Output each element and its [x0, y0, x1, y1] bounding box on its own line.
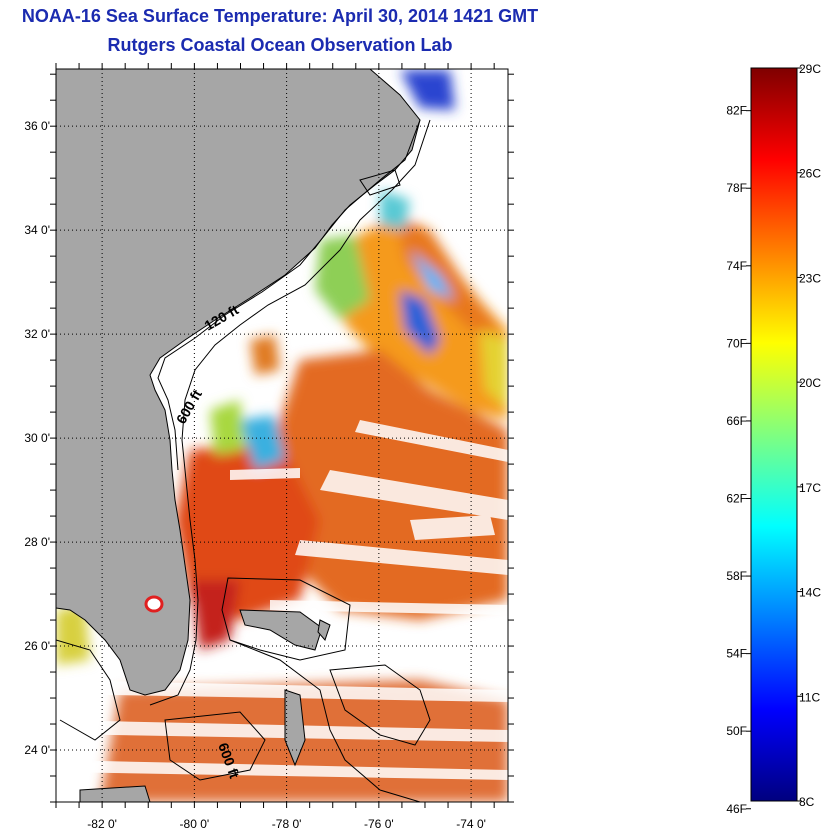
lon-tick-label: -78 0': [272, 817, 302, 831]
plot-frame: [55, 68, 509, 803]
colorbar-c-label: 29C: [799, 62, 821, 76]
colorbar-c-label: 8C: [799, 795, 815, 809]
lon-tick-label: -74 0': [456, 817, 486, 831]
lat-tick-label: 24 0': [24, 743, 50, 757]
lake-okeechobee: [144, 595, 164, 613]
lat-tick-label: 26 0': [24, 639, 50, 653]
lon-tick-label: -76 0': [364, 817, 394, 831]
sst-field: [56, 69, 508, 802]
colorbar-c-label: 20C: [799, 376, 821, 390]
bahamas-islands: [79, 609, 331, 802]
colorbar-f-label: 70F: [726, 336, 747, 350]
lat-tick-label: 32 0': [24, 327, 50, 341]
colorbar-c-label: 11C: [799, 690, 820, 704]
lat-tick-label: 36 0': [24, 119, 50, 133]
map-subtitle: Rutgers Coastal Ocean Observation Lab: [107, 35, 453, 55]
colorbar-c-label: 23C: [799, 271, 821, 285]
graticule: [56, 69, 508, 802]
lon-tick-label: -80 0': [180, 817, 210, 831]
land-mass: [56, 69, 421, 696]
colorbar-c-label: 17C: [799, 481, 821, 495]
map-title: NOAA-16 Sea Surface Temperature: April 3…: [21, 6, 539, 26]
colorbar-f-label: 46F: [726, 802, 747, 816]
colorbar-f-label: 74F: [726, 259, 747, 273]
colorbar-f-label: 82F: [726, 104, 747, 118]
colorbar-f-label: 78F: [726, 181, 747, 195]
lat-tick-label: 28 0': [24, 535, 50, 549]
colorbar-f-label: 66F: [726, 414, 747, 428]
colorbar-c-label: 14C: [799, 586, 821, 600]
lon-tick-label: -82 0': [87, 817, 117, 831]
lat-tick-label: 34 0': [24, 223, 50, 237]
colorbar-f-label: 58F: [726, 569, 747, 583]
lat-tick-label: 30 0': [24, 431, 50, 445]
colorbar-f-label: 50F: [726, 724, 747, 738]
colorbar-f-label: 62F: [726, 491, 747, 505]
colorbar-f-label: 54F: [726, 647, 747, 661]
colorbar: [750, 67, 798, 802]
colorbar-c-label: 26C: [799, 167, 821, 181]
depth-contours: [56, 119, 431, 802]
